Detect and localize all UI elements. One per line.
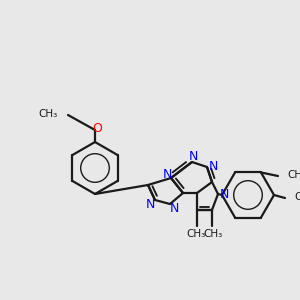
Text: O: O [92, 122, 102, 136]
Text: N: N [188, 149, 198, 163]
Text: CH₃: CH₃ [186, 229, 206, 239]
Text: CH₃: CH₃ [287, 170, 300, 180]
Text: CH₃: CH₃ [39, 109, 58, 119]
Text: N: N [162, 167, 172, 181]
Text: CH₃: CH₃ [203, 229, 223, 239]
Text: N: N [145, 197, 155, 211]
Text: N: N [219, 188, 229, 202]
Text: N: N [208, 160, 218, 172]
Text: CH₃: CH₃ [294, 192, 300, 202]
Text: N: N [169, 202, 179, 214]
